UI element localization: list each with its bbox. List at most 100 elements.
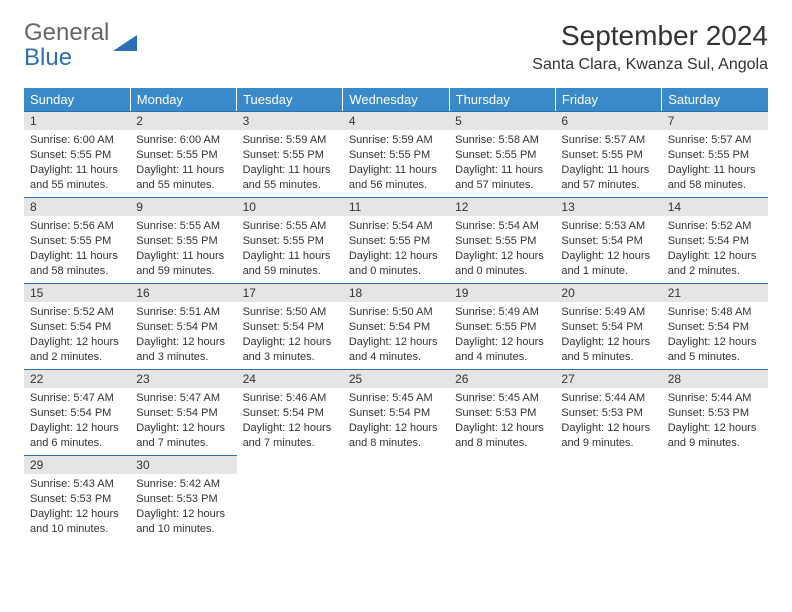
daylight-text: Daylight: 11 hours and 57 minutes. [455,163,549,193]
daylight-text: Daylight: 12 hours and 4 minutes. [455,335,549,365]
daylight-text: Daylight: 12 hours and 4 minutes. [349,335,443,365]
day-number: 16 [130,283,236,302]
day-number: 17 [237,283,343,302]
sunrise-text: Sunrise: 5:48 AM [668,305,762,320]
sunrise-text: Sunrise: 5:52 AM [668,219,762,234]
day-number: 22 [24,369,130,388]
day-number: 6 [555,111,661,130]
day-number: 19 [449,283,555,302]
day-data: Sunrise: 5:59 AMSunset: 5:55 PMDaylight:… [237,130,343,194]
daylight-text: Daylight: 12 hours and 10 minutes. [136,507,230,537]
calendar-cell: 2Sunrise: 6:00 AMSunset: 5:55 PMDaylight… [130,111,236,197]
day-data: Sunrise: 5:50 AMSunset: 5:54 PMDaylight:… [237,302,343,366]
daylight-text: Daylight: 12 hours and 2 minutes. [668,249,762,279]
day-number: 2 [130,111,236,130]
daylight-text: Daylight: 12 hours and 9 minutes. [668,421,762,451]
sunset-text: Sunset: 5:55 PM [561,148,655,163]
sunset-text: Sunset: 5:54 PM [136,320,230,335]
day-data: Sunrise: 5:55 AMSunset: 5:55 PMDaylight:… [237,216,343,280]
calendar-cell: 14Sunrise: 5:52 AMSunset: 5:54 PMDayligh… [662,197,768,283]
daylight-text: Daylight: 12 hours and 3 minutes. [243,335,337,365]
sunrise-text: Sunrise: 5:52 AM [30,305,124,320]
sunrise-text: Sunrise: 5:49 AM [455,305,549,320]
sunrise-text: Sunrise: 5:47 AM [30,391,124,406]
sunrise-text: Sunrise: 5:54 AM [349,219,443,234]
sunset-text: Sunset: 5:55 PM [349,148,443,163]
sunset-text: Sunset: 5:53 PM [561,406,655,421]
sunset-text: Sunset: 5:55 PM [30,234,124,249]
day-data: Sunrise: 5:47 AMSunset: 5:54 PMDaylight:… [24,388,130,452]
calendar-cell [555,455,661,541]
sunset-text: Sunset: 5:55 PM [243,148,337,163]
weekday-header: Tuesday [237,88,343,111]
day-data: Sunrise: 5:43 AMSunset: 5:53 PMDaylight:… [24,474,130,538]
weekday-header: Monday [130,88,236,111]
sunset-text: Sunset: 5:55 PM [136,234,230,249]
logo: General Blue [24,20,139,70]
day-number: 12 [449,197,555,216]
sunset-text: Sunset: 5:54 PM [243,406,337,421]
daylight-text: Daylight: 12 hours and 3 minutes. [136,335,230,365]
day-data: Sunrise: 5:48 AMSunset: 5:54 PMDaylight:… [662,302,768,366]
calendar-cell [343,455,449,541]
calendar-cell [237,455,343,541]
day-number: 8 [24,197,130,216]
header: General Blue September 2024 Santa Clara,… [24,20,768,74]
daylight-text: Daylight: 12 hours and 0 minutes. [455,249,549,279]
weekday-header: Wednesday [343,88,449,111]
calendar-cell: 30Sunrise: 5:42 AMSunset: 5:53 PMDayligh… [130,455,236,541]
day-data: Sunrise: 5:45 AMSunset: 5:54 PMDaylight:… [343,388,449,452]
calendar-cell: 29Sunrise: 5:43 AMSunset: 5:53 PMDayligh… [24,455,130,541]
day-number: 21 [662,283,768,302]
calendar-cell: 10Sunrise: 5:55 AMSunset: 5:55 PMDayligh… [237,197,343,283]
day-number: 5 [449,111,555,130]
daylight-text: Daylight: 11 hours and 57 minutes. [561,163,655,193]
calendar-row: 1Sunrise: 6:00 AMSunset: 5:55 PMDaylight… [24,111,768,197]
sunrise-text: Sunrise: 5:42 AM [136,477,230,492]
daylight-text: Daylight: 11 hours and 58 minutes. [30,249,124,279]
calendar-cell: 5Sunrise: 5:58 AMSunset: 5:55 PMDaylight… [449,111,555,197]
sunset-text: Sunset: 5:55 PM [455,320,549,335]
calendar-cell: 12Sunrise: 5:54 AMSunset: 5:55 PMDayligh… [449,197,555,283]
sunset-text: Sunset: 5:55 PM [30,148,124,163]
day-data: Sunrise: 5:52 AMSunset: 5:54 PMDaylight:… [662,216,768,280]
day-data: Sunrise: 5:54 AMSunset: 5:55 PMDaylight:… [343,216,449,280]
day-number: 10 [237,197,343,216]
sunset-text: Sunset: 5:55 PM [136,148,230,163]
calendar-row: 15Sunrise: 5:52 AMSunset: 5:54 PMDayligh… [24,283,768,369]
daylight-text: Daylight: 12 hours and 7 minutes. [136,421,230,451]
day-number: 13 [555,197,661,216]
calendar-cell: 20Sunrise: 5:49 AMSunset: 5:54 PMDayligh… [555,283,661,369]
sunrise-text: Sunrise: 5:55 AM [136,219,230,234]
logo-text: General Blue [24,20,109,70]
day-number: 24 [237,369,343,388]
day-data: Sunrise: 5:54 AMSunset: 5:55 PMDaylight:… [449,216,555,280]
sunrise-text: Sunrise: 5:57 AM [668,133,762,148]
daylight-text: Daylight: 12 hours and 8 minutes. [455,421,549,451]
sunrise-text: Sunrise: 6:00 AM [136,133,230,148]
calendar-cell: 22Sunrise: 5:47 AMSunset: 5:54 PMDayligh… [24,369,130,455]
calendar-cell: 17Sunrise: 5:50 AMSunset: 5:54 PMDayligh… [237,283,343,369]
sunset-text: Sunset: 5:54 PM [668,234,762,249]
daylight-text: Daylight: 11 hours and 55 minutes. [243,163,337,193]
calendar-cell: 1Sunrise: 6:00 AMSunset: 5:55 PMDaylight… [24,111,130,197]
day-data: Sunrise: 5:44 AMSunset: 5:53 PMDaylight:… [555,388,661,452]
location-text: Santa Clara, Kwanza Sul, Angola [532,56,768,74]
day-number: 9 [130,197,236,216]
calendar-page: General Blue September 2024 Santa Clara,… [0,0,792,561]
sunrise-text: Sunrise: 6:00 AM [30,133,124,148]
day-number: 14 [662,197,768,216]
sunrise-text: Sunrise: 5:51 AM [136,305,230,320]
day-data: Sunrise: 5:49 AMSunset: 5:54 PMDaylight:… [555,302,661,366]
sunrise-text: Sunrise: 5:54 AM [455,219,549,234]
day-data: Sunrise: 5:55 AMSunset: 5:55 PMDaylight:… [130,216,236,280]
sunset-text: Sunset: 5:55 PM [243,234,337,249]
sunset-text: Sunset: 5:55 PM [455,148,549,163]
day-number: 27 [555,369,661,388]
sunset-text: Sunset: 5:54 PM [349,320,443,335]
daylight-text: Daylight: 11 hours and 58 minutes. [668,163,762,193]
calendar-cell: 3Sunrise: 5:59 AMSunset: 5:55 PMDaylight… [237,111,343,197]
sunrise-text: Sunrise: 5:44 AM [668,391,762,406]
calendar-cell: 8Sunrise: 5:56 AMSunset: 5:55 PMDaylight… [24,197,130,283]
daylight-text: Daylight: 11 hours and 56 minutes. [349,163,443,193]
